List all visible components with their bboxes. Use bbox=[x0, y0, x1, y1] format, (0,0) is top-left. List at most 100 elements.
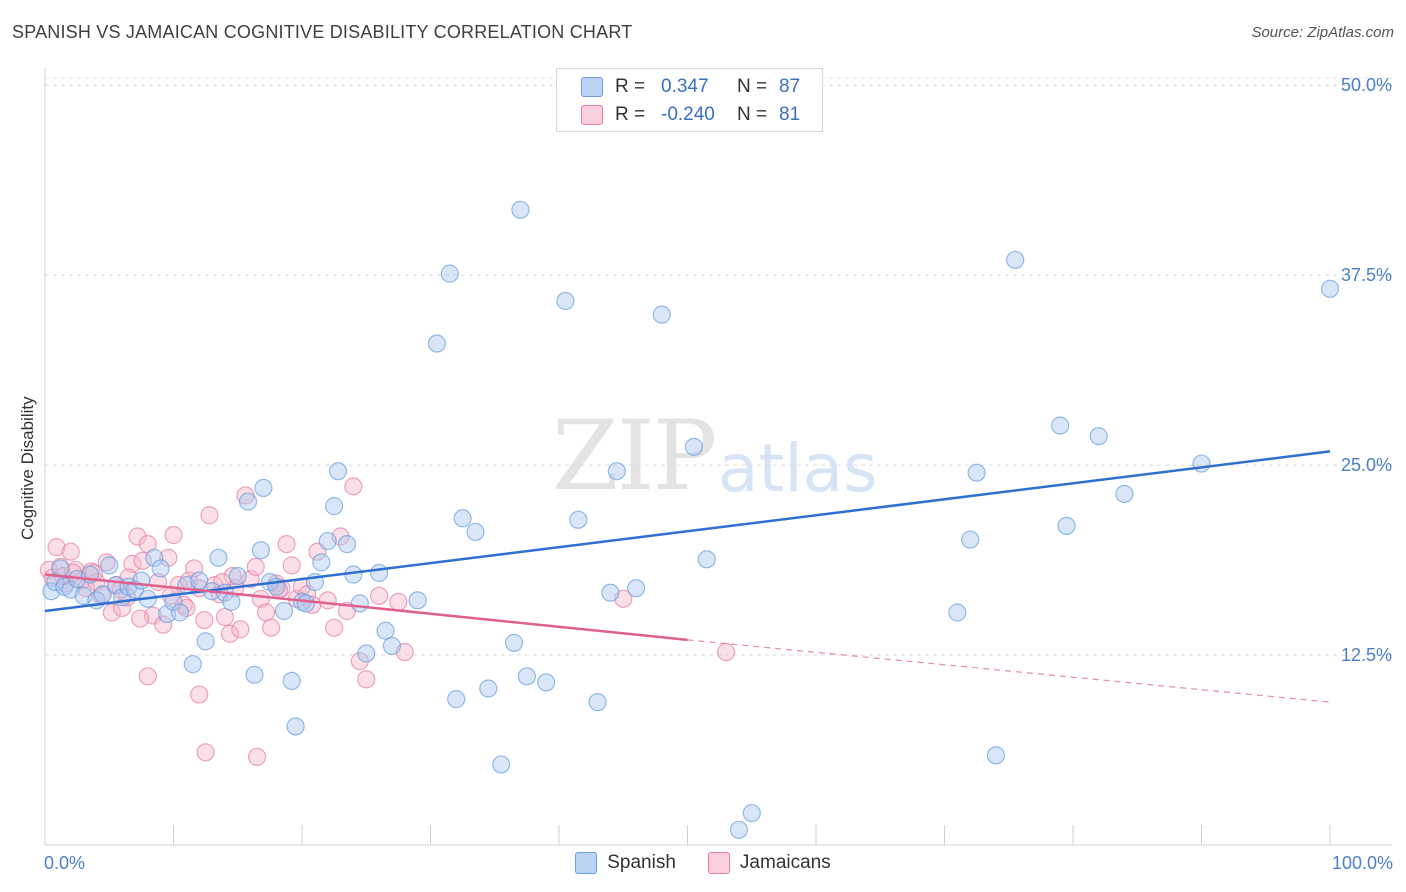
spanish-point bbox=[492, 755, 511, 774]
watermark-zip: ZIP bbox=[552, 400, 717, 512]
spanish-point bbox=[164, 592, 183, 611]
spanish-point bbox=[967, 463, 986, 482]
spanish-point bbox=[370, 563, 389, 583]
spanish-point bbox=[652, 305, 671, 324]
y-tick-label: 12.5% bbox=[1341, 645, 1392, 665]
spanish-point bbox=[145, 548, 164, 567]
series-legend: Spanish Jamaicans bbox=[0, 852, 1406, 874]
jamaicans-point bbox=[277, 535, 296, 554]
spanish-point bbox=[427, 334, 447, 353]
legend-n-label: N = bbox=[737, 104, 768, 125]
y-tick-label: 25.0% bbox=[1341, 455, 1392, 475]
spanish-points bbox=[42, 200, 1340, 839]
y-tick-label: 50.0% bbox=[1341, 75, 1392, 95]
spanish-point bbox=[504, 633, 524, 652]
jamaicans-point bbox=[123, 554, 142, 573]
jamaicans-points bbox=[39, 477, 736, 766]
spanish-point bbox=[1051, 416, 1070, 435]
legend-swatch-spanish bbox=[575, 852, 598, 874]
spanish-point bbox=[318, 531, 337, 551]
jamaicans-point bbox=[47, 538, 66, 557]
spanish-point bbox=[282, 671, 301, 690]
spanish-point bbox=[357, 644, 376, 663]
spanish-point bbox=[1320, 279, 1340, 298]
jamaicans-point bbox=[256, 603, 276, 622]
spanish-point bbox=[125, 580, 145, 599]
legend-swatch-jamaicans bbox=[707, 852, 730, 874]
chart-source: Source: ZipAtlas.com bbox=[1251, 24, 1394, 41]
jamaicans-point bbox=[213, 573, 232, 592]
legend-r-value: 0.347 bbox=[661, 76, 709, 97]
spanish-point bbox=[1006, 250, 1025, 270]
jamaicans-point bbox=[112, 598, 132, 618]
trend-lines bbox=[44, 450, 1331, 703]
spanish-point bbox=[151, 559, 170, 578]
jamaicans-point bbox=[195, 610, 214, 630]
jamaicans-point bbox=[164, 525, 183, 545]
legend-r-label: R = bbox=[615, 76, 646, 97]
spanish-point bbox=[312, 553, 331, 572]
jamaicans-point bbox=[200, 506, 219, 525]
jamaicans-point bbox=[282, 556, 301, 575]
jamaicans-point bbox=[196, 743, 215, 762]
jamaicans-point bbox=[247, 747, 267, 766]
spanish-point bbox=[350, 594, 369, 613]
jamaicans-point bbox=[318, 591, 337, 610]
legend-n-value: 87 bbox=[779, 76, 801, 97]
spanish-point bbox=[254, 478, 273, 497]
y-tick-label: 37.5% bbox=[1341, 265, 1392, 285]
spanish-point bbox=[466, 522, 485, 542]
watermark-atlas: atlas bbox=[718, 430, 878, 507]
jamaicans-point bbox=[130, 609, 150, 628]
spanish-point bbox=[325, 497, 344, 516]
spanish-point bbox=[453, 509, 472, 528]
jamaicans-point bbox=[215, 607, 234, 627]
spanish-point bbox=[684, 437, 704, 456]
spanish-point bbox=[479, 679, 498, 698]
legend-item-spanish[interactable]: Spanish bbox=[575, 852, 676, 874]
jamaicans-point bbox=[370, 586, 389, 605]
jamaicans-point bbox=[138, 667, 157, 686]
spanish-point bbox=[601, 583, 620, 602]
jamaicans-point bbox=[154, 615, 173, 634]
spanish-point bbox=[132, 571, 151, 590]
spanish-point bbox=[626, 579, 646, 598]
spanish-point bbox=[376, 621, 395, 640]
jamaicans-trend-line bbox=[44, 573, 688, 642]
spanish-point bbox=[440, 264, 459, 283]
spanish-point bbox=[337, 535, 357, 554]
spanish-point bbox=[986, 746, 1006, 765]
axes bbox=[44, 68, 1392, 846]
spanish-point bbox=[296, 594, 315, 613]
jamaicans-point bbox=[220, 624, 240, 643]
jamaicans-point bbox=[325, 618, 344, 637]
legend-n-value: 81 bbox=[779, 104, 801, 125]
legend-swatch-jamaicans bbox=[581, 105, 603, 125]
spanish-point bbox=[697, 550, 716, 569]
jamaicans-point bbox=[246, 557, 265, 577]
spanish-point bbox=[238, 492, 258, 511]
jamaicans-point bbox=[357, 670, 376, 689]
legend-n-label: N = bbox=[737, 76, 768, 97]
jamaicans-point bbox=[223, 566, 242, 586]
legend-item-jamaicans[interactable]: Jamaicans bbox=[707, 852, 831, 874]
spanish-point bbox=[556, 291, 575, 311]
spanish-point bbox=[447, 690, 466, 709]
spanish-point bbox=[46, 573, 65, 592]
jamaicans-point bbox=[389, 592, 408, 611]
spanish-point bbox=[729, 820, 749, 839]
jamaicans-trend-extension bbox=[687, 639, 1331, 703]
tick-labels: 12.5% 25.0% 37.5% 50.0% 0.0% 100.0% bbox=[44, 75, 1393, 873]
jamaicans-point bbox=[102, 603, 121, 622]
spanish-point bbox=[209, 548, 228, 567]
spanish-point bbox=[228, 566, 247, 586]
x-tick-label-right: 100.0% bbox=[1332, 853, 1393, 873]
spanish-point bbox=[1192, 454, 1211, 473]
legend-label-jamaicans: Jamaicans bbox=[739, 852, 831, 873]
spanish-point bbox=[607, 462, 626, 481]
legend-r-value: -0.240 bbox=[661, 104, 715, 125]
jamaicans-point bbox=[61, 542, 80, 561]
spanish-point bbox=[948, 603, 967, 622]
jamaicans-point bbox=[133, 551, 152, 570]
